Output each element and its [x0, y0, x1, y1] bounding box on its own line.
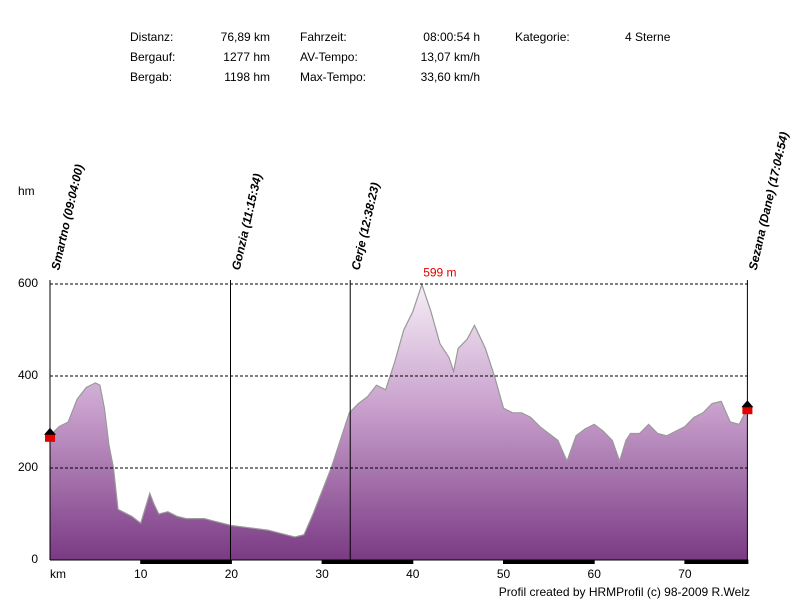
x-tick-label: 40: [406, 567, 420, 581]
scale-bar: [503, 560, 595, 564]
stat-value: 76,89 km: [221, 30, 270, 44]
stat-value: 08:00:54 h: [423, 30, 480, 44]
scale-bar: [322, 560, 413, 564]
scale-bar: [684, 560, 749, 564]
y-tick-label: 600: [18, 276, 38, 290]
stat-label: AV-Tempo:: [300, 50, 358, 64]
footer: Profil created by HRMProfil (c) 98-2009 …: [499, 585, 750, 599]
stat-value: 13,07 km/h: [421, 50, 480, 64]
endpoint-arrow: [44, 427, 56, 435]
y-tick-label: 200: [18, 460, 38, 474]
x-axis-label: km: [50, 567, 66, 581]
waypoint-label: Cerje (12:38:23): [349, 181, 383, 271]
peak-label: 599 m: [423, 266, 456, 280]
stat-label: Bergauf:: [130, 50, 175, 64]
y-tick-label: 400: [18, 368, 38, 382]
y-tick-label: 0: [31, 552, 38, 566]
stat-value: 1198 hm: [224, 70, 270, 84]
x-tick-label: 60: [588, 567, 602, 581]
stat-label: Max-Tempo:: [300, 70, 366, 84]
stat-label: Fahrzeit:: [300, 30, 347, 44]
endpoint-marker: [45, 433, 55, 442]
elevation-line: [49, 282, 748, 538]
x-tick-label: 50: [497, 567, 511, 581]
stat-label: Kategorie:: [515, 30, 570, 44]
endpoint-marker: [742, 406, 753, 415]
waypoint-label: Gonzia (11:15:34): [229, 172, 265, 271]
stat-label: Bergab:: [130, 70, 172, 84]
endpoint-arrow: [741, 400, 754, 408]
x-tick-label: 70: [678, 567, 692, 581]
stat-value: 33,60 km/h: [421, 70, 480, 84]
stat-value: 4 Sterne: [625, 30, 671, 44]
stat-value: 1277 hm: [223, 50, 270, 64]
waypoint-label: Smartno (09:04:00): [48, 163, 86, 271]
scale-bar: [140, 560, 232, 564]
y-axis-label: hm: [18, 184, 35, 198]
stat-label: Distanz:: [130, 30, 173, 44]
waypoint-label: Sezana (Dane) (17:04:54): [746, 130, 791, 271]
x-tick-label: 30: [315, 567, 329, 581]
elevation-area: [50, 284, 748, 560]
x-tick-label: 20: [225, 567, 239, 581]
x-tick-label: 10: [134, 567, 148, 581]
